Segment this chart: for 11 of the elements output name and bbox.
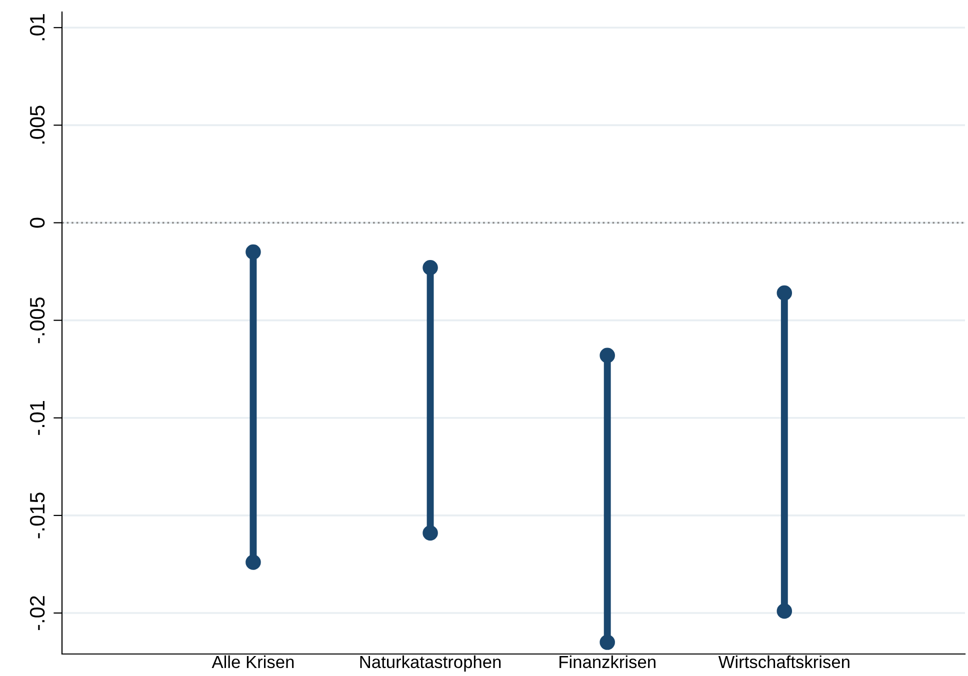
y-tick-label: -.01 (30, 400, 45, 435)
x-tick-label: Finanzkrisen (560, 655, 656, 668)
x-tick-label: Alle Krisen (212, 655, 294, 668)
x-tick-label: Naturkatastrophen (360, 655, 501, 672)
y-tick-label: .01 (30, 14, 45, 40)
y-tick-label: .005 (30, 106, 45, 144)
y-tick-label: 0 (30, 218, 45, 228)
x-tick-label: Wirtschaftskrisen (718, 655, 850, 668)
y-tick-label: -.015 (30, 492, 45, 538)
y-tick-label: -.02 (30, 596, 45, 630)
y-tick-label: -.005 (30, 297, 45, 344)
